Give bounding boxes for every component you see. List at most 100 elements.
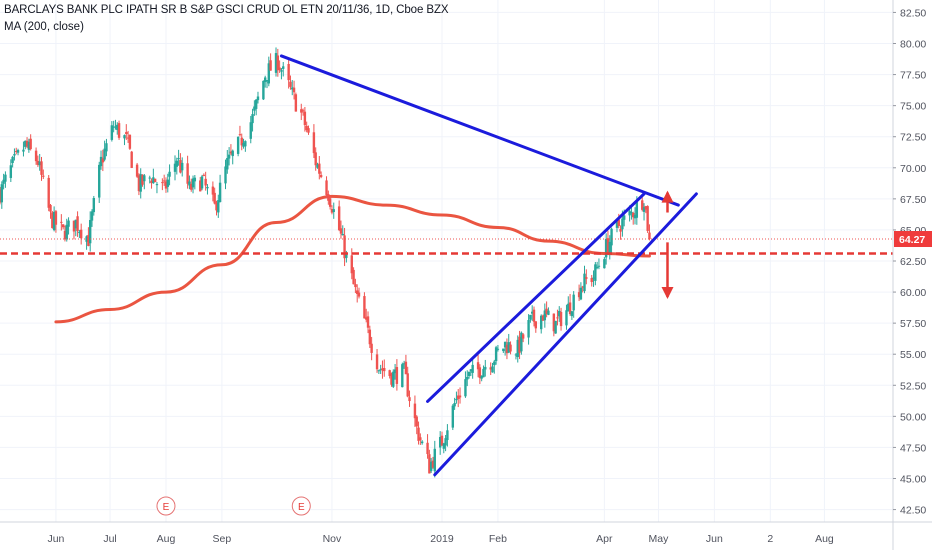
candle-body <box>503 341 507 348</box>
trendline-1 <box>279 54 680 207</box>
ma-200-line <box>54 194 651 324</box>
candle-body <box>155 184 159 186</box>
candle-body <box>370 343 373 353</box>
candle-body <box>489 367 492 370</box>
chart-header: BARCLAYS BANK PLC IPATH SR B S&P GSCI CR… <box>4 4 449 33</box>
price-tick-label: 55.00 <box>900 349 926 361</box>
candle-body <box>51 212 54 229</box>
candle-body <box>406 373 409 397</box>
candle-body <box>278 67 281 71</box>
candle-body <box>393 369 397 374</box>
candle-body <box>148 177 151 179</box>
candle-body <box>226 157 229 170</box>
candle-body <box>29 138 32 150</box>
candle-body <box>585 277 588 279</box>
candle-body <box>24 140 27 147</box>
candle-body <box>213 192 216 204</box>
candle-body <box>375 354 379 370</box>
candle-body <box>49 204 52 212</box>
candle-body <box>0 189 2 203</box>
candle-body <box>112 126 115 128</box>
candle-body <box>438 437 442 448</box>
candle-body <box>294 94 298 112</box>
candle-body <box>267 63 271 84</box>
candle-body <box>648 232 651 240</box>
candle-body <box>484 366 487 370</box>
candle-body <box>619 229 622 232</box>
candle-body <box>211 186 215 195</box>
candle-body <box>332 209 335 213</box>
candle-body <box>577 292 581 298</box>
candle-body <box>444 438 447 446</box>
study-legend-ma[interactable]: MA (200, close) <box>4 21 84 33</box>
candle-body <box>644 206 648 210</box>
candle-body <box>345 253 348 258</box>
candle-body <box>312 132 316 154</box>
candle-body <box>529 314 532 320</box>
candle-body <box>40 161 43 175</box>
candle-body <box>117 123 121 138</box>
candle-body <box>2 179 5 184</box>
candle-body <box>615 221 619 228</box>
candle-body <box>402 363 406 365</box>
candle-body <box>471 364 474 373</box>
time-axis-bg <box>0 522 932 550</box>
candle-body <box>594 264 597 281</box>
candle-body <box>227 154 231 159</box>
candle-body <box>583 273 586 292</box>
candle-body <box>622 215 626 220</box>
candle-body <box>217 200 220 213</box>
candle-body <box>431 460 435 468</box>
candle-body <box>590 278 593 283</box>
candle-body <box>552 313 556 332</box>
price-tick-label: 52.50 <box>900 380 926 392</box>
arrow-head-1 <box>661 190 674 203</box>
candle-body <box>52 211 56 231</box>
candle-body <box>253 106 256 111</box>
candle-body <box>494 347 498 362</box>
earnings-marker-icon <box>156 496 176 516</box>
candle-body <box>162 180 166 182</box>
candle-body <box>79 229 83 239</box>
candle-body <box>646 206 649 231</box>
candle-body <box>188 181 191 186</box>
candle-body <box>276 55 280 71</box>
price-tick-label: 50.00 <box>900 411 926 423</box>
time-tick-label: Aug <box>815 533 834 545</box>
price-tick-label: 67.50 <box>900 194 926 206</box>
candle-body <box>556 317 559 319</box>
candle-body <box>166 179 169 187</box>
candle-body <box>99 156 103 167</box>
candle-body <box>426 442 429 455</box>
candle-body <box>85 236 88 242</box>
candle-body <box>181 162 184 171</box>
candle-body <box>466 376 469 380</box>
candle-body <box>417 427 420 441</box>
candle-body <box>301 110 305 112</box>
candle-body <box>327 194 330 201</box>
candle-body <box>592 277 595 279</box>
candle-body <box>141 174 144 185</box>
candle-body <box>428 454 431 474</box>
candle-body <box>89 220 92 244</box>
candles-layer <box>0 47 651 478</box>
candle-body <box>200 176 204 189</box>
candle-body <box>303 111 307 126</box>
candle-body <box>493 361 496 366</box>
candle-body <box>263 77 267 83</box>
candle-body <box>628 210 631 216</box>
candle-body <box>318 163 321 174</box>
candle-body <box>381 368 384 371</box>
candle-body <box>610 228 613 246</box>
ma-200-layer <box>54 194 651 324</box>
candle-body <box>379 369 382 371</box>
candle-body <box>98 164 101 198</box>
price-tick-label: 72.50 <box>900 132 926 144</box>
drawings-layer[interactable] <box>0 54 893 477</box>
candle-body <box>480 375 483 379</box>
candle-body <box>256 96 260 101</box>
candle-body <box>251 114 254 124</box>
candle-body <box>478 367 482 378</box>
